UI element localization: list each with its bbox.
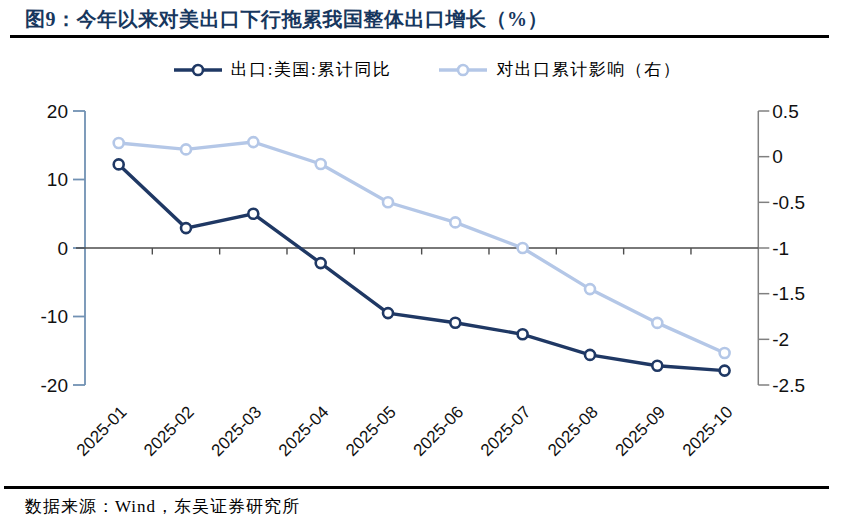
x-axis-tick-label: 2025-01 <box>73 402 131 460</box>
x-axis-tick-label: 2025-05 <box>342 402 400 460</box>
data-point-marker <box>585 284 595 294</box>
series-line-us-exports <box>119 164 725 370</box>
x-axis-tick-label: 2025-07 <box>477 402 535 460</box>
x-axis-tick-label: 2025-10 <box>679 402 737 460</box>
data-point-marker <box>720 366 730 376</box>
left-axis-tick-label: 20 <box>47 101 68 122</box>
page-title: 图9：今年以来对美出口下行拖累我国整体出口增长（%） <box>25 6 548 33</box>
right-axis-tick-label: 0 <box>772 146 783 167</box>
right-axis-tick-label: 0.5 <box>772 101 798 122</box>
data-point-marker <box>248 137 258 147</box>
right-axis-tick-label: -2.5 <box>772 375 805 396</box>
data-point-marker <box>114 138 124 148</box>
right-axis-tick-label: -2 <box>772 329 789 350</box>
data-point-marker <box>720 348 730 358</box>
data-point-marker <box>518 329 528 339</box>
data-point-marker <box>383 308 393 318</box>
right-axis-tick-label: -1.5 <box>772 283 805 304</box>
data-point-marker <box>450 318 460 328</box>
left-axis-tick-label: -20 <box>41 375 68 396</box>
x-axis-tick-label: 2025-04 <box>275 402 333 460</box>
left-axis-tick-label: 10 <box>47 169 68 190</box>
data-point-marker <box>518 243 528 253</box>
data-point-marker <box>181 223 191 233</box>
report-figure: 图9：今年以来对美出口下行拖累我国整体出口增长（%） 出口:美国:累计同比 对出… <box>0 0 855 528</box>
x-axis-tick-label: 2025-09 <box>612 402 670 460</box>
title-separator-rule <box>10 35 829 38</box>
right-axis-tick-label: -1 <box>772 238 789 259</box>
left-axis-tick-label: 0 <box>57 238 68 259</box>
data-point-marker <box>248 209 258 219</box>
data-point-marker <box>450 217 460 227</box>
data-point-marker <box>114 159 124 169</box>
data-point-marker <box>652 318 662 328</box>
right-axis-tick-label: -0.5 <box>772 192 805 213</box>
x-axis-tick-label: 2025-02 <box>140 402 198 460</box>
data-point-marker <box>383 197 393 207</box>
left-axis-tick-label: -10 <box>41 306 68 327</box>
data-point-marker <box>585 350 595 360</box>
x-axis-tick-label: 2025-08 <box>544 402 602 460</box>
x-axis-tick-label: 2025-06 <box>410 402 468 460</box>
data-point-marker <box>652 361 662 371</box>
line-chart: 20100-10-200.50-0.5-1-1.5-2-2.52025-0120… <box>0 50 855 462</box>
data-point-marker <box>316 258 326 268</box>
data-point-marker <box>316 159 326 169</box>
data-source-note: 数据来源：Wind，东吴证券研究所 <box>25 495 300 518</box>
footer-separator-rule <box>4 486 829 489</box>
data-point-marker <box>181 144 191 154</box>
x-axis-tick-label: 2025-03 <box>208 402 266 460</box>
